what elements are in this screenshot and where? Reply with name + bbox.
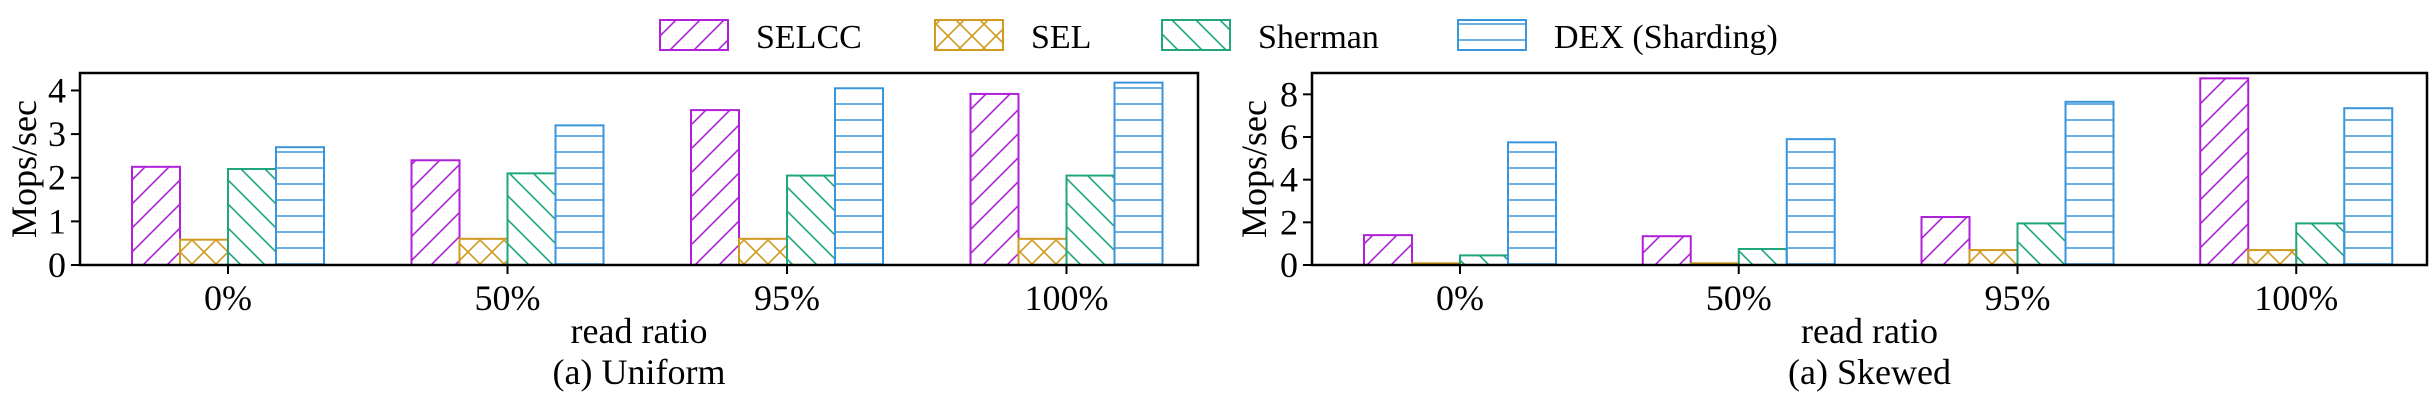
bar-sel-95 [738,237,788,266]
legend-swatch-sel [934,19,1004,51]
bar-sherman-95 [2016,222,2067,266]
bar-sherman-95 [786,174,836,266]
x-tick-label: 50% [1706,278,1772,318]
chart-caption: (a) Skewed [1788,352,1951,392]
y-tick-label: 6 [1280,117,1298,157]
bar-selcc-95 [690,109,740,266]
y-tick-label: 0 [1280,245,1298,285]
plot-frame [78,71,1200,267]
x-tick-label: 0% [204,278,252,318]
bar-sherman-0 [1459,254,1509,266]
x-axis-label: read ratio [1801,311,1938,351]
bar-dex-sharding-0 [1507,141,1557,266]
legend-label-sherman: Sherman [1258,19,1379,56]
bar-sherman-50 [506,172,557,266]
chart-caption: (a) Uniform [553,352,726,392]
bar-sel-50 [458,237,509,266]
bar-dex-sharding-100 [1113,81,1164,266]
bar-sel-100 [2247,249,2298,266]
y-tick-label: 4 [1280,160,1298,200]
bar-sel-0 [179,238,229,266]
legend-item-sherman: Sherman [1161,19,1379,56]
x-tick-label: 95% [754,278,820,318]
x-axis-label: read ratio [571,311,708,351]
bar-sherman-100 [2295,222,2346,266]
bar-selcc-100 [969,92,1020,267]
legend-swatch-sherman [1161,19,1231,51]
bar-selcc-50 [1641,235,1692,266]
bar-selcc-50 [410,159,461,266]
y-tick-label: 4 [48,70,66,110]
y-tick-label: 2 [1280,202,1298,242]
y-axis-label: Mops/sec [4,100,44,238]
bar-selcc-100 [2199,77,2250,267]
bar-dex-sharding-95 [2064,100,2115,266]
bar-selcc-95 [1920,216,1971,266]
x-tick-label: 100% [1025,278,1109,318]
bar-dex-sharding-100 [2343,107,2394,266]
legend-swatch-dex-sharding [1457,19,1527,51]
x-tick-label: 100% [2254,278,2338,318]
y-tick-label: 2 [48,158,66,198]
plot-frame [1310,71,2429,267]
legend-label-dex-sharding: DEX (Sharding) [1554,19,1778,56]
legend-item-dex-sharding: DEX (Sharding) [1457,19,1778,56]
legend-item-sel: SEL [934,19,1091,56]
legend-swatch-selcc [659,19,729,51]
x-tick-label: 0% [1436,278,1484,318]
legend: SELCC SEL Sherman DEX (Sharding) [659,19,1778,56]
bar-dex-sharding-50 [1785,138,1836,266]
y-tick-label: 1 [48,201,66,241]
bar-sel-95 [1968,249,2019,266]
bar-dex-sharding-95 [834,87,884,267]
bar-sel-100 [1017,237,1068,266]
bar-sherman-0 [227,168,277,266]
bar-sherman-50 [1737,248,1788,266]
y-tick-label: 0 [48,245,66,285]
y-tick-label: 3 [48,114,66,154]
bar-sherman-100 [1065,174,1116,266]
x-tick-label: 50% [475,278,541,318]
y-tick-label: 8 [1280,74,1298,114]
bar-selcc-0 [131,165,181,266]
bar-dex-sharding-50 [554,124,605,267]
x-tick-label: 95% [1985,278,2051,318]
legend-label-sel: SEL [1031,19,1091,56]
bar-selcc-0 [1363,234,1413,266]
legend-label-selcc: SELCC [756,19,862,56]
y-axis-label: Mops/sec [1234,100,1274,238]
legend-item-selcc: SELCC [659,19,862,56]
bar-dex-sharding-0 [275,146,325,267]
